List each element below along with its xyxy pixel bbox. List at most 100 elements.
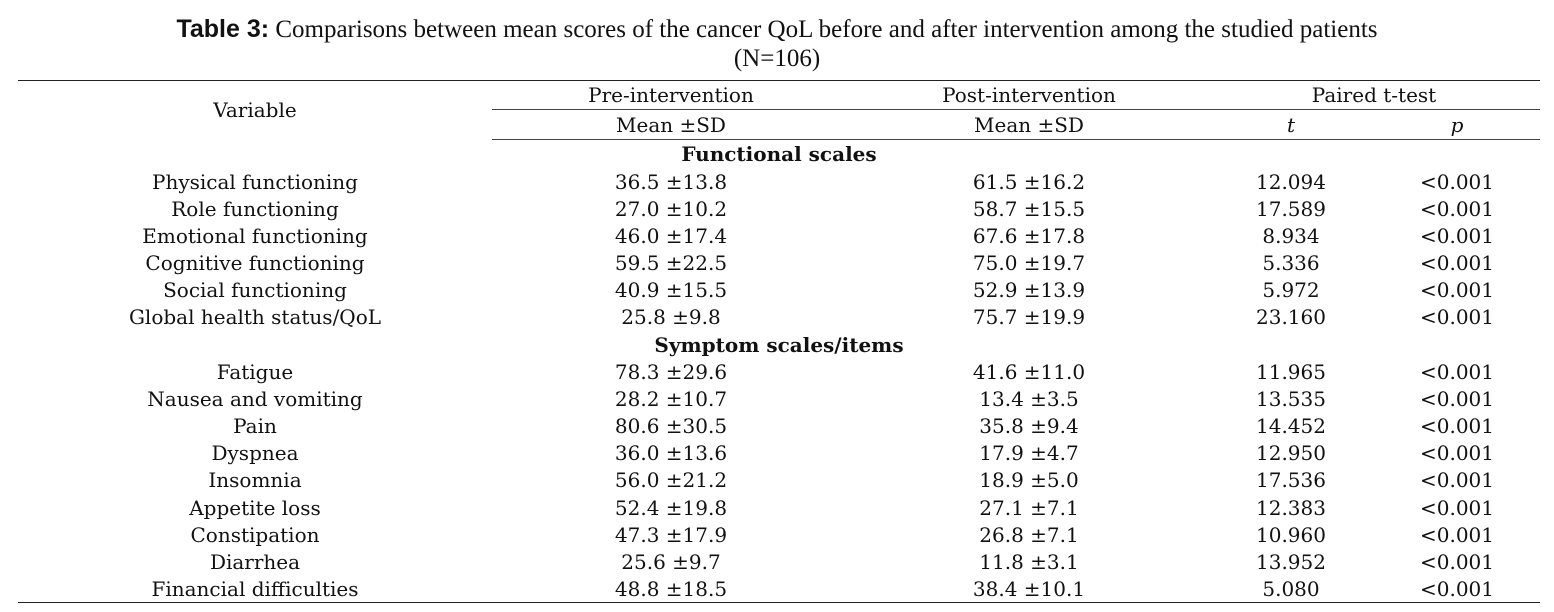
table-row: Pain 80.6 ±30.5 35.8 ±9.4 14.452 <0.001 [18, 413, 1540, 440]
table-row: Nausea and vomiting 28.2 ±10.7 13.4 ±3.5 13… [18, 386, 1540, 413]
cell-variable: Social functioning [163, 277, 347, 302]
cell-pre: 80.6 ±30.5 [614, 414, 728, 439]
table-header: Variable Pre-intervention Post-intervent… [18, 80, 1540, 140]
header-paired-t-test: Paired t-test [1208, 80, 1540, 110]
cell-t: 12.383 [1256, 495, 1326, 520]
sample-size: (N=106) [733, 45, 821, 72]
cell-p: <0.001 [1419, 522, 1494, 547]
cell-post: 38.4 ±10.1 [850, 575, 1208, 604]
table-caption: Table 3: Comparisons between mean scores… [0, 14, 1554, 73]
cell-post: 18.9 ±5.0 [979, 468, 1079, 493]
table-row: Global health status/QoL 25.8 ±9.8 75.7 ±1… [18, 303, 1540, 330]
table-row: Fatigue 78.3 ±29.6 41.6 ±11.0 11.965 <0.001 [18, 359, 1540, 386]
cell-post: 17.9 ±4.7 [979, 441, 1079, 466]
table-row: Appetite loss 52.4 ±19.8 27.1 ±7.1 12.383 <0… [18, 494, 1540, 521]
cell-variable: Role functioning [171, 196, 339, 221]
cell-variable: Physical functioning [152, 169, 358, 194]
table-row: Constipation 47.3 ±17.9 26.8 ±7.1 10.960 <0.… [18, 521, 1540, 548]
cell-t: 13.952 [1256, 549, 1326, 574]
cell-variable: Diarrhea [209, 549, 301, 574]
cell-p: <0.001 [1419, 305, 1494, 330]
cell-t: 17.589 [1256, 196, 1326, 221]
cell-variable: Appetite loss [189, 495, 321, 520]
cell-t: 5.972 [1262, 277, 1320, 302]
table-row: Insomnia 56.0 ±21.2 18.9 ±5.0 17.536 <0.001 [18, 467, 1540, 494]
cell-pre: 36.5 ±13.8 [614, 169, 728, 194]
header-pre-mean-sd: Mean ±SD [492, 109, 850, 140]
cell-p: <0.001 [1419, 169, 1494, 194]
cell-t: 10.960 [1256, 522, 1326, 547]
cell-pre: 28.2 ±10.7 [614, 387, 728, 412]
cell-p: <0.001 [1419, 441, 1494, 466]
cell-pre: 56.0 ±21.2 [614, 468, 728, 493]
cell-variable: Nausea and vomiting [147, 387, 363, 412]
section-title: Functional scales [681, 142, 877, 166]
table-row: Emotional functioning 46.0 ±17.4 67.6 ±17.… [18, 222, 1540, 249]
cell-post: 35.8 ±9.4 [979, 414, 1079, 439]
cell-post: 75.7 ±19.9 [972, 305, 1086, 330]
cell-p: <0.001 [1419, 414, 1494, 439]
cell-t: 13.535 [1256, 387, 1326, 412]
cell-t: 23.160 [1256, 305, 1326, 330]
table-body: Functional scales Physical functioning 36.… [18, 140, 1540, 604]
table-title: Comparisons between mean scores of the c… [269, 16, 1378, 43]
cell-post: 67.6 ±17.8 [972, 223, 1086, 248]
cell-pre: 46.0 ±17.4 [614, 223, 728, 248]
cell-t: 11.965 [1256, 360, 1326, 385]
header-pre-intervention: Pre-intervention [492, 80, 850, 110]
cell-t: 12.094 [1256, 169, 1326, 194]
table-row: Social functioning 40.9 ±15.5 52.9 ±13.9 5.… [18, 276, 1540, 303]
cell-variable: Global health status/QoL [128, 305, 382, 330]
cell-t: 17.536 [1256, 468, 1326, 493]
section-title: Symptom scales/items [654, 332, 904, 357]
cell-p: <0.001 [1419, 549, 1494, 574]
table-row: Financial difficulties 48.8 ±18.5 38.4 ±10… [18, 575, 1540, 604]
cell-variable: Pain [233, 414, 277, 439]
cell-t: 14.452 [1256, 414, 1326, 439]
cell-variable: Fatigue [216, 360, 294, 385]
cell-variable: Insomnia [208, 468, 302, 493]
table-row: Physical functioning 36.5 ±13.8 61.5 ±16.2… [18, 168, 1540, 195]
cell-post: 52.9 ±13.9 [972, 277, 1086, 302]
header-post-intervention: Post-intervention [850, 80, 1208, 110]
cell-post: 11.8 ±3.1 [979, 549, 1079, 574]
cell-p: <0.001 [1419, 223, 1494, 248]
cell-p: <0.001 [1374, 575, 1540, 604]
cell-p: <0.001 [1419, 495, 1494, 520]
cell-p: <0.001 [1419, 387, 1494, 412]
cell-post: 58.7 ±15.5 [972, 196, 1086, 221]
cell-pre: 25.6 ±9.7 [621, 549, 721, 574]
header-t: t [1208, 109, 1374, 140]
cell-variable: Dyspnea [211, 441, 299, 466]
cell-variable: Emotional functioning [142, 223, 368, 248]
cell-t: 8.934 [1262, 223, 1320, 248]
header-variable: Variable [18, 80, 492, 140]
cell-post: 41.6 ±11.0 [972, 360, 1086, 385]
cell-pre: 27.0 ±10.2 [614, 196, 728, 221]
cell-pre: 78.3 ±29.6 [614, 360, 728, 385]
table-row: Diarrhea 25.6 ±9.7 11.8 ±3.1 13.952 <0.001 [18, 548, 1540, 575]
cell-p: <0.001 [1419, 360, 1494, 385]
table-label: Table 3: [176, 15, 270, 43]
qol-comparison-table: Variable Pre-intervention Post-intervent… [18, 80, 1540, 604]
cell-p: <0.001 [1419, 277, 1494, 302]
cell-t: 5.336 [1262, 250, 1320, 275]
cell-pre: 47.3 ±17.9 [614, 522, 728, 547]
cell-p: <0.001 [1419, 468, 1494, 493]
cell-pre: 52.4 ±19.8 [614, 495, 728, 520]
table-row: Cognitive functioning 59.5 ±22.5 75.0 ±19.… [18, 249, 1540, 276]
cell-post: 27.1 ±7.1 [979, 495, 1079, 520]
cell-t: 12.950 [1256, 441, 1326, 466]
section-row: Symptom scales/items [18, 331, 1540, 359]
cell-pre: 48.8 ±18.5 [492, 575, 850, 604]
cell-p: <0.001 [1419, 250, 1494, 275]
cell-variable: Cognitive functioning [145, 250, 365, 275]
cell-pre: 59.5 ±22.5 [614, 250, 728, 275]
header-p: p [1374, 109, 1540, 140]
table-row: Dyspnea 36.0 ±13.6 17.9 ±4.7 12.950 <0.001 [18, 440, 1540, 467]
cell-pre: 36.0 ±13.6 [614, 441, 728, 466]
cell-pre: 25.8 ±9.8 [621, 305, 721, 330]
cell-t: 5.080 [1208, 575, 1374, 604]
cell-post: 26.8 ±7.1 [979, 522, 1079, 547]
cell-pre: 40.9 ±15.5 [614, 277, 728, 302]
